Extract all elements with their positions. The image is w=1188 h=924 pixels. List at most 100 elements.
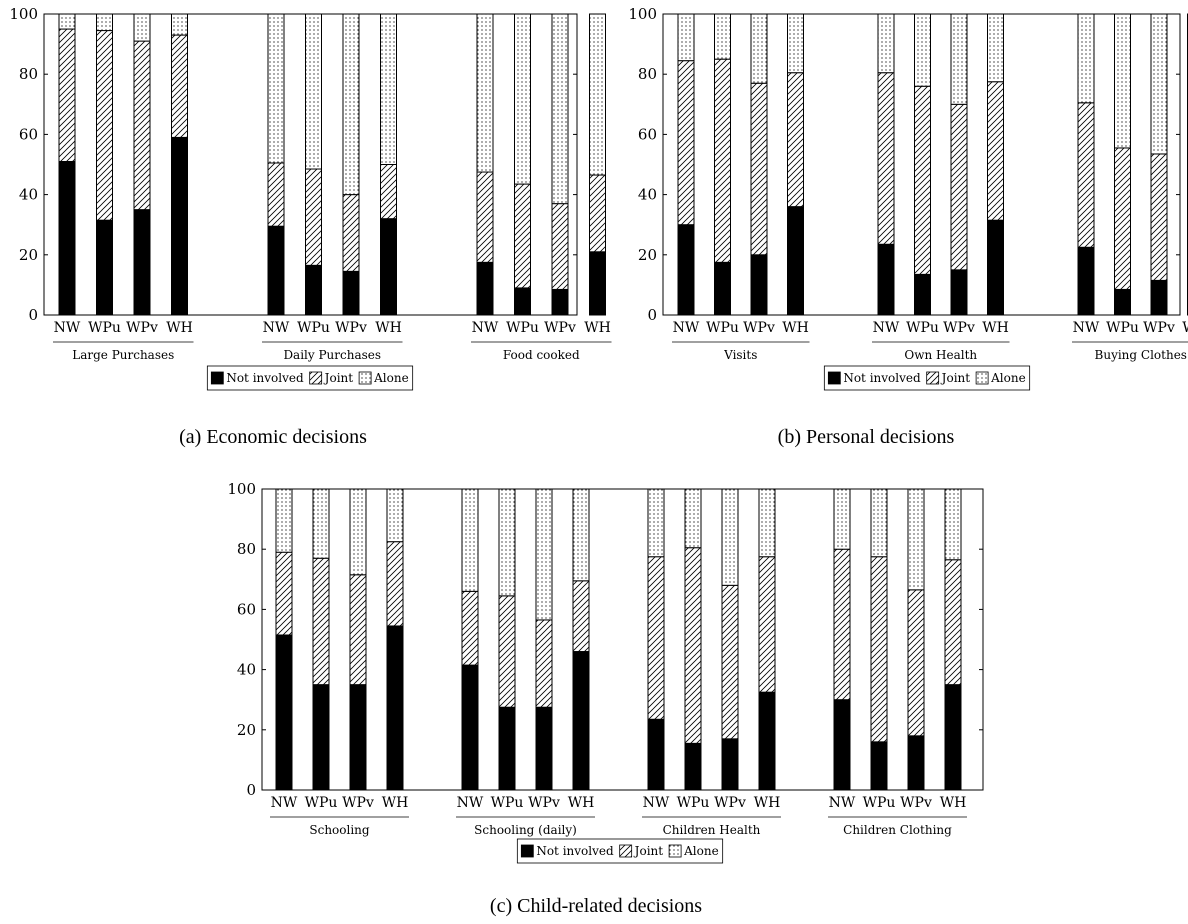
x-tick-label: WH bbox=[982, 320, 1009, 336]
bar-schooling-wpu-joint bbox=[312, 557, 330, 686]
bar-children-clothing-nw-alone bbox=[833, 488, 851, 550]
bar-daily-purchases-nw-not-involved bbox=[267, 225, 285, 316]
bar-food-cooked-nw-not-involved bbox=[476, 261, 494, 316]
bar-children-clothing-wpu-joint bbox=[870, 556, 888, 743]
bar-schooling-nw-alone bbox=[275, 488, 293, 553]
bar-schooling-daily-wpv-alone bbox=[535, 488, 553, 621]
x-tick-label: WPv bbox=[342, 795, 374, 811]
y-tick-label: 20 bbox=[237, 721, 256, 739]
bar-buying-clothes-wpu-alone bbox=[1114, 13, 1131, 149]
x-tick-label: NW bbox=[271, 795, 298, 811]
legend-swatch-joint bbox=[309, 371, 323, 385]
group-label-food-cooked: Food cooked bbox=[503, 348, 580, 362]
x-tick-label: NW bbox=[457, 795, 484, 811]
x-tick-label: NW bbox=[643, 795, 670, 811]
caption-economic-decisions: (a) Economic decisions bbox=[179, 426, 367, 448]
legend-swatch-joint bbox=[926, 371, 940, 385]
bar-own-health-wpv-joint bbox=[950, 103, 968, 271]
x-tick-label: WPv bbox=[743, 320, 775, 336]
bar-schooling-daily-wh-alone bbox=[572, 488, 590, 582]
bar-daily-purchases-nw-alone bbox=[267, 13, 285, 164]
legend-label-joint: Joint bbox=[940, 371, 971, 385]
bar-children-health-wh-alone bbox=[758, 488, 776, 558]
legend-swatch-not-involved bbox=[210, 371, 224, 385]
y-tick-label: 80 bbox=[19, 65, 38, 83]
x-tick-label: WH bbox=[375, 320, 402, 336]
bar-children-health-wh-joint bbox=[758, 556, 776, 693]
bar-buying-clothes-nw-alone bbox=[1077, 13, 1095, 104]
economic-decisions-chart: 0 20 40 60 80 100 NW WPu WPv WH Large Purchases NW W… bbox=[9, 5, 612, 391]
bar-daily-purchases-nw-joint bbox=[267, 162, 285, 227]
y-tick-label: 0 bbox=[28, 306, 38, 324]
legend-label-joint: Joint bbox=[633, 844, 664, 858]
bar-children-clothing-nw-not-involved bbox=[833, 699, 851, 791]
bar-schooling-daily-wpv-joint bbox=[535, 619, 553, 708]
bar-buying-clothes-wpv-not-involved bbox=[1150, 279, 1168, 316]
bar-food-cooked-wh-joint bbox=[589, 174, 606, 253]
bar-large-purchases-wh-joint bbox=[171, 34, 188, 138]
bar-large-purchases-nw-joint bbox=[58, 28, 76, 162]
bar-own-health-wpu-joint bbox=[914, 85, 931, 275]
caption-child-related-decisions: (c) Child-related decisions bbox=[490, 895, 702, 917]
x-tick-label: WH bbox=[584, 320, 611, 336]
bar-buying-clothes-nw-joint bbox=[1077, 102, 1095, 248]
bar-visits-wh-alone bbox=[787, 13, 804, 74]
bar-own-health-wh-joint bbox=[987, 81, 1004, 221]
axis-frame bbox=[261, 488, 984, 791]
bar-food-cooked-wpu-joint bbox=[514, 183, 531, 289]
y-tick-label: 40 bbox=[19, 186, 38, 204]
bar-children-health-wh-not-involved bbox=[758, 691, 776, 791]
bar-children-clothing-wpv-joint bbox=[907, 589, 925, 737]
bar-visits-wh-not-involved bbox=[787, 206, 804, 316]
group-label-own-health: Own Health bbox=[904, 348, 977, 362]
x-tick-label: NW bbox=[829, 795, 856, 811]
bar-large-purchases-wpv-not-involved bbox=[133, 209, 151, 316]
bar-daily-purchases-wh-not-involved bbox=[380, 218, 397, 316]
bar-schooling-wpv-not-involved bbox=[349, 684, 367, 791]
x-tick-label: WPu bbox=[863, 795, 896, 811]
legend: Not involved Joint Alone bbox=[823, 365, 1031, 391]
bar-large-purchases-nw-alone bbox=[58, 13, 76, 30]
bar-schooling-nw-joint bbox=[275, 551, 293, 636]
group-label-buying-clothes: Buying Clothes bbox=[1095, 348, 1187, 362]
y-tick-label: 20 bbox=[638, 246, 657, 264]
bar-schooling-wpv-joint bbox=[349, 574, 367, 686]
y-tick-label: 20 bbox=[19, 246, 38, 264]
bar-large-purchases-wpu-joint bbox=[96, 30, 113, 221]
x-tick-label: WPu bbox=[506, 320, 539, 336]
y-tick-label: 60 bbox=[638, 125, 657, 143]
bar-schooling-wpu-alone bbox=[312, 488, 330, 559]
bar-schooling-wh-not-involved bbox=[386, 625, 404, 791]
bar-daily-purchases-wpu-alone bbox=[305, 13, 322, 170]
x-tick-label: WPv bbox=[943, 320, 975, 336]
bar-food-cooked-wpu-alone bbox=[514, 13, 531, 185]
legend: Not involved Joint Alone bbox=[516, 838, 724, 864]
bar-own-health-nw-joint bbox=[877, 72, 895, 245]
bar-daily-purchases-wpv-joint bbox=[342, 194, 360, 272]
bar-children-clothing-wh-not-involved bbox=[944, 684, 962, 791]
legend-swatch-alone bbox=[358, 371, 372, 385]
bar-own-health-wh-not-involved bbox=[987, 219, 1004, 316]
bar-daily-purchases-wh-joint bbox=[380, 164, 397, 220]
legend-swatch-not-involved bbox=[520, 844, 534, 858]
bar-schooling-daily-nw-not-involved bbox=[461, 664, 479, 791]
legend-label-not-involved: Not involved bbox=[843, 371, 921, 385]
legend-swatch-not-involved bbox=[827, 371, 841, 385]
bar-children-clothing-nw-joint bbox=[833, 548, 851, 701]
y-tick-label: 60 bbox=[19, 125, 38, 143]
x-tick-label: WPv bbox=[335, 320, 367, 336]
bar-children-health-wpu-joint bbox=[684, 547, 702, 744]
bar-buying-clothes-wpv-alone bbox=[1150, 13, 1168, 155]
bar-own-health-wpu-alone bbox=[914, 13, 931, 87]
bar-food-cooked-wpu-not-involved bbox=[514, 287, 531, 316]
group-label-large-purchases: Large Purchases bbox=[72, 348, 174, 362]
bar-children-clothing-wpu-alone bbox=[870, 488, 888, 558]
legend: Not involved Joint Alone bbox=[206, 365, 414, 391]
bar-food-cooked-nw-joint bbox=[476, 171, 494, 263]
bar-own-health-wpv-alone bbox=[950, 13, 968, 105]
y-tick-label: 100 bbox=[628, 5, 657, 23]
bar-schooling-daily-wh-joint bbox=[572, 580, 590, 653]
bar-visits-nw-not-involved bbox=[677, 224, 695, 316]
bar-children-health-wpu-alone bbox=[684, 488, 702, 549]
